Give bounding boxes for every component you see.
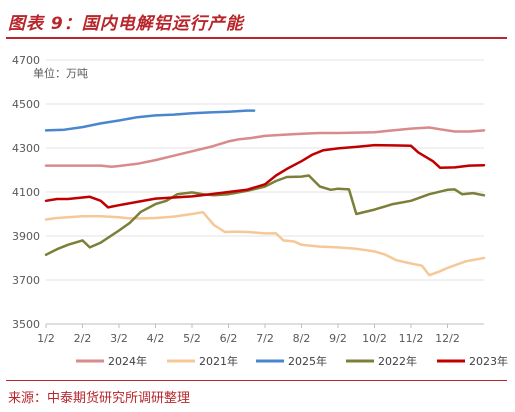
x-tick-label: 5/2 (183, 332, 201, 345)
y-tick-label: 4300 (12, 142, 40, 155)
figure-footer: 来源：中泰期货研究所调研整理 (0, 378, 515, 412)
gridlines (46, 59, 484, 325)
x-axis-ticks: 1/2 2/2 3/2 4/2 5/2 6/2 7/2 8/2 9/2 10/2 11/2 12/2 (37, 324, 460, 345)
series-lines (44, 109, 486, 277)
legend-label: 2023年 (469, 354, 508, 368)
series-line-4 (44, 143, 486, 209)
series-line-1 (44, 210, 486, 277)
y-tick-label: 3900 (12, 230, 40, 243)
header-rule (6, 37, 507, 39)
x-tick-label: 6/2 (220, 332, 238, 345)
source-note: 来源：中泰期货研究所调研整理 (8, 391, 191, 406)
x-tick-label: 9/2 (329, 332, 347, 345)
x-tick-label: 4/2 (147, 332, 165, 345)
x-tick-label: 2/2 (74, 332, 92, 345)
line-chart: 单位：万吨 3500 3700 3900 4100 4300 4500 4700 1/2 2/… (12, 54, 508, 368)
figure-header: 图表 9：国内电解铝运行产能 (0, 0, 515, 40)
x-tick-label: 8/2 (293, 332, 311, 345)
legend-label: 2025年 (288, 354, 327, 368)
unit-label: 单位：万吨 (33, 66, 88, 80)
y-tick-label: 3500 (12, 318, 40, 331)
series-line-2 (44, 109, 256, 132)
x-tick-label: 12/2 (435, 332, 460, 345)
y-axis-ticks: 3500 3700 3900 4100 4300 4500 4700 (12, 54, 40, 331)
footer-rule (6, 380, 507, 381)
x-tick-label: 3/2 (110, 332, 128, 345)
y-tick-label: 4100 (12, 186, 40, 199)
x-tick-label: 10/2 (362, 332, 387, 345)
x-tick-label: 1/2 (37, 332, 55, 345)
legend-label: 2021年 (199, 354, 238, 368)
series-line-3 (44, 174, 486, 256)
legend-label: 2024年 (108, 354, 147, 368)
legend: 2024年 2021年 2025年 2022年 2023年 (76, 354, 508, 368)
y-tick-label: 4700 (12, 54, 40, 67)
series-line-0 (44, 126, 486, 168)
x-tick-label: 7/2 (256, 332, 274, 345)
x-tick-label: 11/2 (399, 332, 424, 345)
figure-title: 图表 9：国内电解铝运行产能 (8, 14, 244, 34)
y-tick-label: 3700 (12, 274, 40, 287)
legend-label: 2022年 (378, 354, 417, 368)
y-tick-label: 4500 (12, 98, 40, 111)
